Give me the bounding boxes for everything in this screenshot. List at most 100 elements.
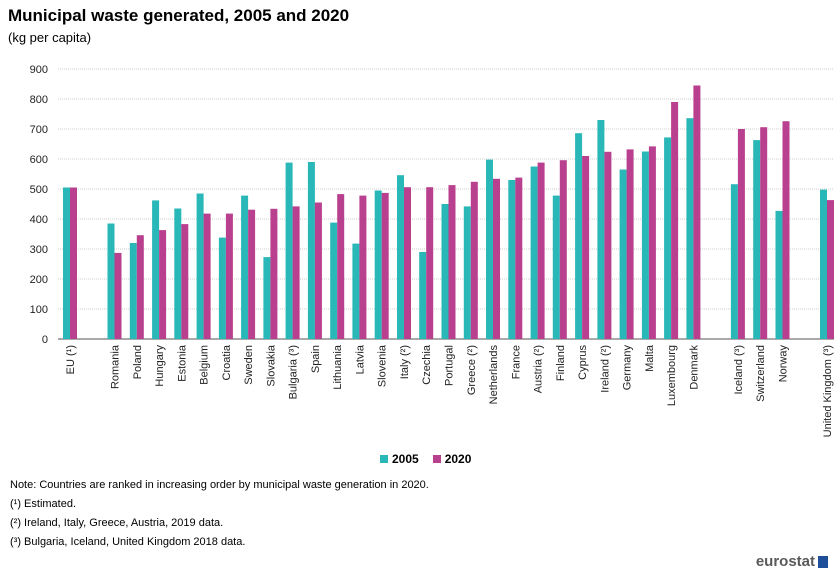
bar-2020	[693, 85, 701, 339]
bar-2020	[827, 200, 834, 339]
x-category-label: Lithuania	[332, 344, 344, 390]
y-tick-label: 600	[30, 154, 48, 166]
y-tick-label: 800	[30, 94, 48, 106]
x-category-label: Bulgaria (³)	[288, 345, 300, 399]
bar-2005	[397, 175, 404, 339]
y-tick-label: 700	[30, 124, 48, 136]
x-axis-category-labels: EU (¹) Romania Poland Hungary Estonia Belgium…	[65, 344, 834, 437]
bar-2005	[129, 243, 137, 339]
bar-2020	[381, 192, 389, 339]
y-tick-label: 500	[30, 184, 48, 196]
legend-item-2020: 2020	[432, 452, 472, 466]
y-tick-label: 200	[30, 274, 48, 286]
bar-2005	[352, 243, 360, 339]
eu-flag-icon	[818, 555, 828, 568]
bar-2005	[619, 169, 627, 339]
note-2019-data: (²) Ireland, Italy, Greece, Austria, 201…	[10, 517, 224, 529]
x-category-label: Latvia	[354, 344, 366, 374]
x-category-label: United Kingdom (³)	[822, 345, 834, 437]
legend-label-2020: 2020	[444, 452, 472, 466]
x-category-label: Sweden	[243, 345, 255, 385]
bar-2005	[730, 184, 738, 339]
bar-2020	[181, 224, 189, 339]
bar-2020	[537, 162, 545, 339]
bar-2020	[136, 235, 144, 339]
legend-swatch-2020	[432, 455, 441, 463]
bar-2020	[582, 156, 590, 339]
x-category-label: Germany	[622, 345, 634, 391]
bar-2005	[686, 118, 694, 339]
x-category-label: Greece (²)	[466, 345, 478, 395]
x-category-label: Croatia	[221, 344, 233, 380]
bar-2005	[285, 162, 293, 339]
x-category-label: Belgium	[199, 345, 211, 385]
bars	[63, 85, 834, 339]
bar-2005	[641, 151, 649, 339]
notes: Note: Countries are ranked in increasing…	[10, 476, 429, 552]
bar-2020	[270, 208, 278, 339]
bar-2005	[218, 237, 226, 339]
x-category-label: Austria (²)	[533, 345, 545, 393]
x-category-label: Slovakia	[265, 344, 277, 386]
x-category-label: Malta	[644, 344, 656, 372]
bar-2005	[152, 200, 160, 339]
bar-2020	[626, 149, 634, 339]
x-category-label: Hungary	[154, 345, 166, 387]
bar-2020	[604, 151, 612, 339]
bar-2005	[775, 210, 783, 339]
y-tick-label: 0	[42, 334, 48, 346]
bar-2020	[248, 209, 256, 339]
x-category-label: France	[510, 345, 522, 379]
bar-2020	[337, 194, 345, 339]
bar-2020	[782, 121, 790, 339]
bar-2020	[159, 230, 167, 339]
x-category-label: Spain	[310, 345, 322, 373]
x-category-label: Romania	[110, 344, 122, 389]
bar-chart: 0 100 200 300 400 500 600 700 800 900 EU (¹) Roman…	[30, 64, 834, 437]
y-tick-label: 300	[30, 244, 48, 256]
y-axis-tick-labels: 0 100 200 300 400 500 600 700 800 900	[30, 64, 48, 346]
bar-2005	[664, 137, 672, 339]
x-category-label: Iceland (³)	[733, 345, 745, 395]
bar-2005	[196, 193, 204, 339]
note-2018-data: (³) Bulgaria, Iceland, United Kingdom 20…	[10, 536, 246, 548]
x-category-label: Ireland (²)	[599, 345, 611, 393]
bar-2020	[203, 213, 211, 339]
bar-2005	[330, 222, 338, 339]
bar-2005	[552, 195, 560, 339]
bar-2005	[597, 120, 605, 339]
bar-2020	[426, 187, 434, 339]
bar-2020	[314, 202, 322, 339]
bar-2005	[174, 208, 182, 339]
bar-2020	[737, 129, 745, 339]
bar-2005	[307, 162, 315, 339]
bar-2005	[575, 133, 583, 339]
bar-2020	[448, 185, 456, 339]
bar-2020	[671, 102, 679, 339]
note-ranking: Note: Countries are ranked in increasing…	[10, 479, 429, 491]
legend-label-2005: 2005	[392, 452, 419, 466]
x-category-label: EU (¹)	[65, 345, 77, 374]
bar-2020	[470, 181, 478, 339]
eurostat-wordmark: eurostat	[755, 553, 815, 570]
bar-2020	[515, 177, 523, 339]
bar-2005	[419, 252, 427, 339]
x-category-label: Finland	[555, 345, 567, 381]
x-category-label: Cyprus	[577, 345, 589, 380]
x-category-label: Switzerland	[755, 345, 767, 402]
bar-2005	[820, 189, 827, 339]
bar-2005	[753, 140, 761, 339]
x-category-label: Poland	[132, 345, 144, 379]
x-category-label: Portugal	[444, 345, 456, 386]
legend: 2005 2020	[380, 452, 471, 466]
chart-title: Municipal waste generated, 2005 and 2020	[8, 6, 350, 25]
eurostat-logo: eurostat	[756, 553, 828, 570]
bar-2020	[292, 206, 300, 339]
bar-2005	[508, 180, 516, 339]
bar-2005	[530, 166, 538, 339]
bar-2005	[486, 159, 493, 339]
x-category-label: Norway	[777, 345, 789, 383]
x-category-label: Denmark	[688, 345, 700, 390]
bar-2005	[441, 204, 449, 339]
legend-swatch-2005	[380, 455, 388, 463]
